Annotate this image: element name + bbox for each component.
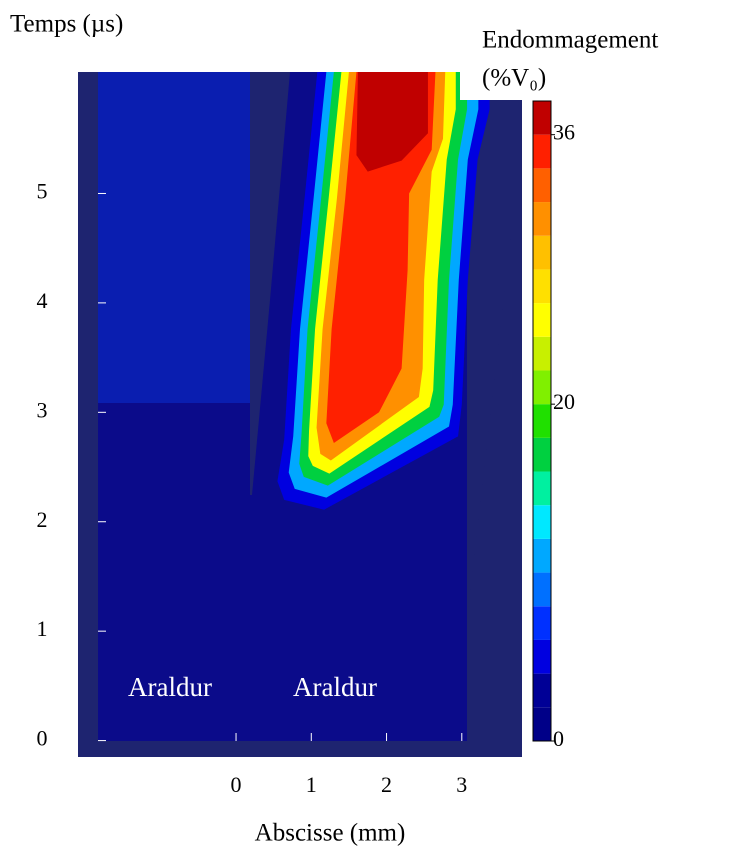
colorbar-band bbox=[533, 303, 551, 337]
material-zone bbox=[467, 72, 522, 741]
y-tick-label: 1 bbox=[37, 616, 48, 641]
x-tick-label: 2 bbox=[381, 772, 392, 797]
colorbar-band bbox=[533, 202, 551, 236]
contour-band bbox=[326, 72, 436, 443]
colorbar-band bbox=[533, 673, 551, 708]
colorbar-band bbox=[533, 538, 551, 573]
annotation: Araldur bbox=[128, 672, 212, 702]
colorbar-band bbox=[533, 370, 551, 405]
colorbar-label: Endommagement bbox=[482, 27, 658, 54]
y-tick-label: 5 bbox=[37, 179, 48, 204]
x-tick-label: 0 bbox=[231, 772, 242, 797]
y-tick-label: 4 bbox=[37, 288, 48, 313]
label-box bbox=[460, 66, 560, 100]
colorbar-band bbox=[533, 639, 551, 674]
colorbar-tick-label: 36 bbox=[553, 120, 575, 145]
colorbar-band bbox=[533, 572, 551, 607]
x-tick-label: 3 bbox=[456, 772, 467, 797]
colorbar-band bbox=[533, 168, 551, 203]
material-zone bbox=[98, 72, 250, 403]
colorbar-label: (%V₀) bbox=[482, 65, 546, 92]
y-tick-label: 3 bbox=[37, 397, 48, 422]
colorbar-band bbox=[533, 437, 551, 472]
contour-regions bbox=[277, 72, 490, 510]
colorbar-band bbox=[533, 269, 551, 304]
y-tick-label: 0 bbox=[37, 726, 48, 751]
colorbar-band bbox=[533, 471, 551, 506]
x-axis-label: Abscisse (mm) bbox=[255, 820, 406, 847]
colorbar-band bbox=[533, 505, 551, 539]
material-zone bbox=[250, 72, 290, 495]
colorbar-band bbox=[533, 134, 551, 169]
colorbar-band bbox=[533, 404, 551, 438]
colorbar-frame bbox=[532, 100, 552, 742]
colorbar-band bbox=[533, 606, 551, 640]
annotation: Araldur bbox=[293, 672, 377, 702]
colorbar-band bbox=[533, 336, 551, 371]
colorbar-tick-label: 0 bbox=[553, 726, 564, 751]
x-tick-label: 1 bbox=[306, 772, 317, 797]
colorbar-band bbox=[533, 235, 551, 270]
y-axis-label: Temps (µs) bbox=[10, 11, 123, 38]
colorbar-band bbox=[533, 707, 551, 741]
colorbar-tick-label: 20 bbox=[553, 389, 575, 414]
colorbar-band bbox=[533, 101, 551, 135]
y-tick-label: 2 bbox=[37, 507, 48, 532]
contour-band bbox=[356, 72, 428, 172]
